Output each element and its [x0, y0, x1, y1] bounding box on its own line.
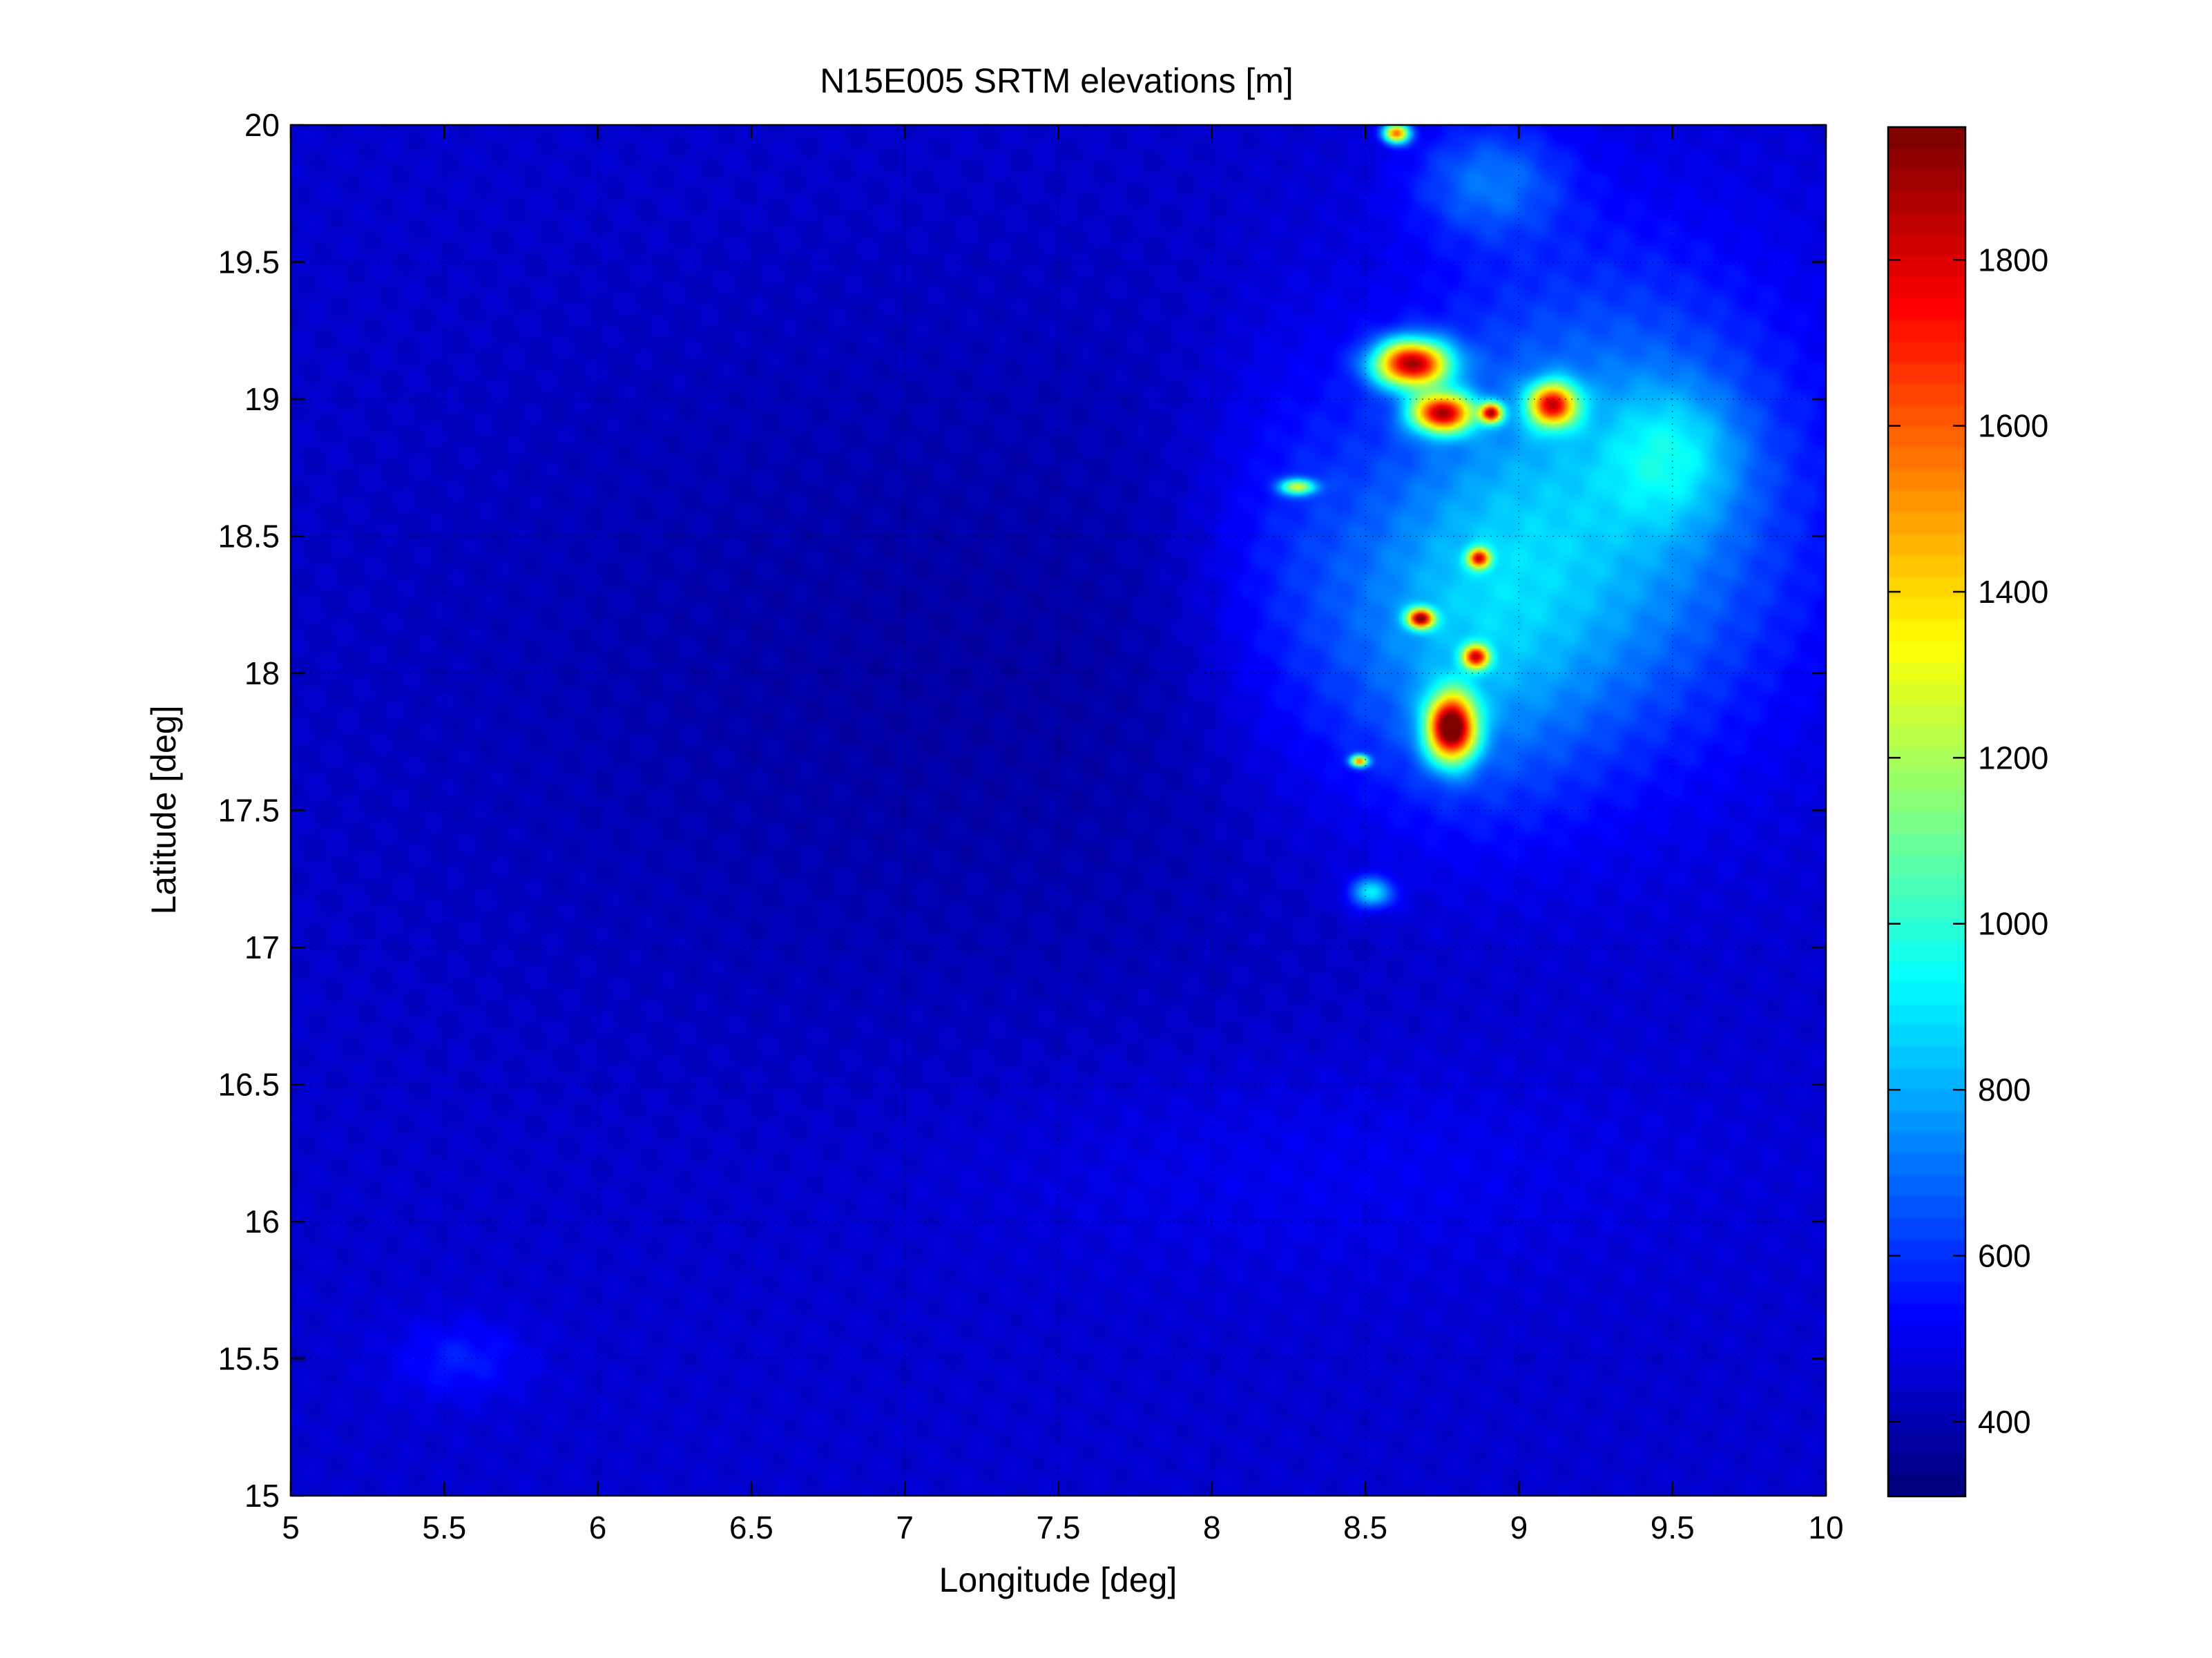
y-tick-label: 19.5 [218, 244, 280, 280]
y-axis-ticks: 15 15.5 16 16.5 17 17.5 18 18.5 19 19.5 20 [218, 107, 1826, 1514]
y-tick-label: 17 [244, 929, 280, 965]
x-tick-label: 9 [1510, 1510, 1528, 1545]
colorbar-tick-label: 600 [1978, 1237, 2031, 1273]
x-tick-label: 6.5 [729, 1510, 773, 1545]
x-tick-label: 8 [1203, 1510, 1221, 1545]
colorbar-tick-label: 1800 [1978, 242, 2048, 278]
colorbar-tick-label: 1600 [1978, 408, 2048, 444]
colorbar: 400 600 800 1000 1200 1400 1600 1800 [1887, 126, 2048, 1498]
y-axis-label: Latitude [deg] [144, 705, 183, 914]
y-tick-label: 17.5 [218, 793, 280, 829]
colorbar-tick-label: 800 [1978, 1072, 2031, 1108]
colorbar-ticks: 400 600 800 1000 1200 1400 1600 1800 [1888, 242, 2048, 1440]
colorbar-tick-label: 1000 [1978, 906, 2048, 942]
y-tick-label: 15 [244, 1478, 280, 1514]
x-tick-label: 7 [896, 1510, 914, 1545]
y-tick-label: 15.5 [218, 1341, 280, 1377]
colorbar-gradient [1888, 127, 1965, 1496]
y-tick-label: 16.5 [218, 1067, 280, 1103]
colorbar-tick-label: 1400 [1978, 574, 2048, 610]
y-tick-label: 19 [244, 381, 280, 417]
x-tick-label: 8.5 [1343, 1510, 1387, 1545]
colorbar-frame [1887, 126, 1967, 1498]
x-tick-label: 6 [589, 1510, 607, 1545]
grid-lines [291, 125, 1826, 1496]
y-tick-label: 16 [244, 1204, 280, 1240]
colorbar-tick-label: 1200 [1978, 740, 2048, 775]
chart-title: N15E005 SRTM elevations [m] [820, 61, 1293, 100]
x-tick-label: 5.5 [422, 1510, 466, 1545]
colorbar-tick-label: 400 [1978, 1404, 2031, 1440]
x-axis-label: Longitude [deg] [939, 1561, 1177, 1599]
y-tick-label: 20 [244, 107, 280, 143]
x-axis-ticks: 5 5.5 6 6.5 7 7.5 8 8.5 9 9.5 10 [282, 125, 1844, 1545]
x-tick-label: 5 [282, 1510, 300, 1545]
x-tick-label: 10 [1808, 1510, 1843, 1545]
y-tick-label: 18 [244, 655, 280, 691]
x-tick-label: 7.5 [1037, 1510, 1081, 1545]
x-tick-label: 9.5 [1651, 1510, 1695, 1545]
plot-area: 5 5.5 6 6.5 7 7.5 8 8.5 9 9.5 10 15 15.5 16 16.5 17 17.… [218, 107, 1843, 1545]
y-tick-label: 18.5 [218, 519, 280, 555]
